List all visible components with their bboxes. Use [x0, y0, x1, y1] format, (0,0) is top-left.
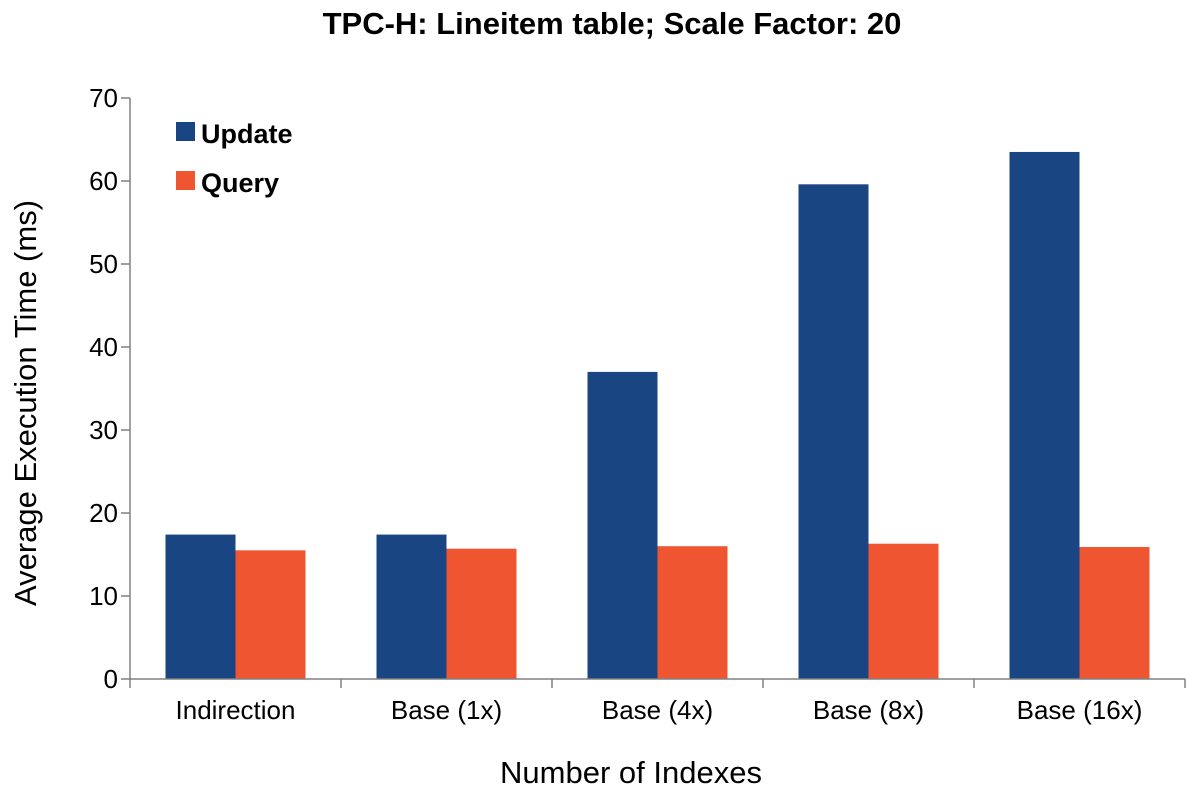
- x-tick-label: Base (4x): [602, 695, 713, 725]
- bar-query-2: [446, 548, 517, 679]
- y-tick-label: 10: [89, 581, 118, 611]
- bar-query-1: [235, 550, 306, 679]
- x-tick-label: Base (16x): [1017, 695, 1143, 725]
- y-axis-title: Average Execution Time (ms): [8, 200, 43, 606]
- bar-query-4: [868, 543, 939, 679]
- bar-update-5: [1009, 151, 1080, 679]
- y-tick-label: 30: [89, 415, 118, 445]
- x-axis-title: Number of Indexes: [500, 755, 762, 790]
- bar-update-3: [587, 371, 658, 679]
- x-tick-label: Indirection: [176, 695, 296, 725]
- legend: Update Query: [176, 119, 293, 198]
- bar-update-4: [798, 184, 869, 679]
- bar-query-3: [657, 546, 728, 679]
- bar-query-5: [1079, 547, 1150, 679]
- legend-swatch-query: [176, 171, 195, 190]
- legend-swatch-update: [176, 122, 195, 141]
- x-axis-ticks: Indirection Base (1x) Base (4x) Base (8x) Ba…: [129, 679, 1186, 725]
- y-tick-label: 20: [89, 498, 118, 528]
- legend-label-update: Update: [201, 119, 293, 149]
- x-tick-label: Base (8x): [813, 695, 924, 725]
- y-tick-label: 60: [89, 166, 118, 196]
- y-tick-label: 70: [89, 83, 118, 113]
- y-axis-ticks: 0 10 20 30 40 50 60 70: [89, 83, 130, 694]
- bar-update-2: [376, 534, 447, 679]
- bar-update-1: [165, 534, 236, 679]
- chart-title: TPC-H: Lineitem table; Scale Factor: 20: [323, 6, 902, 41]
- bars: [165, 151, 1150, 679]
- legend-label-query: Query: [201, 168, 279, 198]
- y-tick-label: 50: [89, 249, 118, 279]
- y-tick-label: 40: [89, 332, 118, 362]
- y-tick-label: 0: [104, 664, 118, 694]
- x-tick-label: Base (1x): [391, 695, 502, 725]
